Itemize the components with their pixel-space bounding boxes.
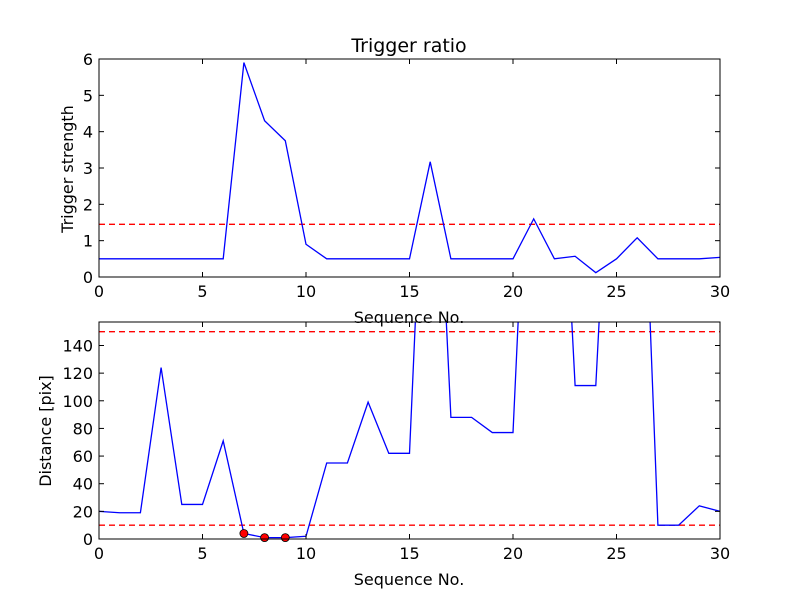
y-tick-label: 100 (62, 392, 93, 411)
trigger-ratio-chart: Trigger ratio Sequence No. Trigger stren… (58, 35, 730, 327)
x-tick-label: 10 (296, 282, 316, 301)
y-tick-label: 1 (83, 232, 93, 251)
plot-area (99, 322, 720, 539)
x-tick-label: 20 (503, 282, 523, 301)
series-line (99, 322, 720, 539)
y-tick-label: 2 (83, 195, 93, 214)
data-point-marker (260, 533, 270, 543)
y-tick-label: 20 (73, 502, 93, 521)
x-tick-label: 25 (606, 282, 626, 301)
y-tick-label: 3 (83, 159, 93, 178)
data-point-marker (239, 529, 249, 538)
y-tick-label: 0 (83, 530, 93, 549)
x-tick-label: 30 (710, 544, 730, 563)
x-tick-label: 5 (197, 544, 207, 563)
distance-chart: Sequence No. Distance [pix] 0 5 10 15 20 25 30… (36, 321, 730, 589)
series-line (99, 62, 720, 274)
y-axis-label: Distance [pix] (36, 375, 55, 487)
y-axis-label: Trigger strength (58, 105, 77, 234)
y-tick-label: 4 (83, 123, 93, 142)
plot-area (99, 62, 720, 274)
data-point-marker (280, 533, 290, 543)
x-tick-label: 10 (296, 544, 316, 563)
y-tick-label: 60 (73, 447, 93, 466)
y-tick-label: 120 (62, 364, 93, 383)
chart-title: Trigger ratio (350, 35, 466, 57)
x-tick-label: 0 (94, 544, 104, 563)
x-tick-label: 15 (399, 282, 419, 301)
y-tick-label: 80 (73, 419, 93, 438)
x-tick-label: 0 (94, 282, 104, 301)
x-tick-label: 5 (197, 282, 207, 301)
y-tick-label: 0 (83, 268, 93, 287)
x-tick-label: 15 (399, 544, 419, 563)
x-tick-label: 20 (503, 544, 523, 563)
x-tick-label: 25 (606, 544, 626, 563)
x-axis-label: Sequence No. (354, 570, 465, 589)
x-tick-label: 30 (710, 282, 730, 301)
y-tick-label: 5 (83, 86, 93, 105)
y-tick-label: 140 (62, 336, 93, 355)
y-tick-label: 6 (83, 50, 93, 69)
y-tick-label: 40 (73, 475, 93, 494)
